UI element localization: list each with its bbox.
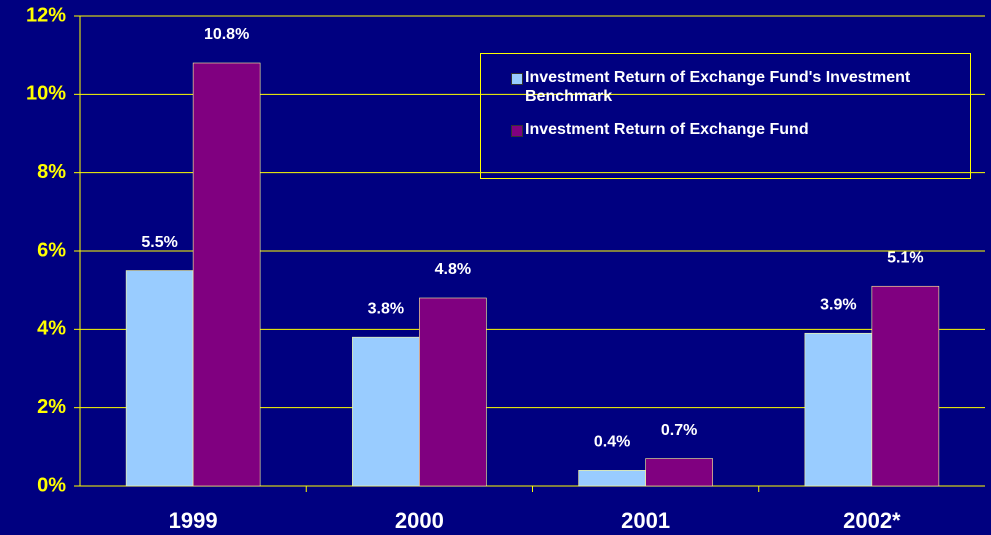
legend-item: Investment Return of Exchange Fund bbox=[511, 120, 945, 139]
x-tick-label: 1999 bbox=[169, 508, 218, 533]
bar bbox=[645, 458, 713, 487]
y-tick-label: 0% bbox=[37, 474, 66, 496]
y-tick-label: 10% bbox=[26, 83, 66, 105]
legend-label: Investment Return of Exchange Fund's Inv… bbox=[525, 69, 911, 105]
y-tick-label: 12% bbox=[26, 4, 66, 26]
y-tick-label: 2% bbox=[37, 396, 66, 418]
value-label: 4.8% bbox=[435, 261, 471, 278]
legend-item: Investment Return of Exchange Fund's Inv… bbox=[511, 68, 945, 106]
bar bbox=[804, 332, 873, 487]
bar bbox=[578, 470, 646, 487]
x-tick-label: 2001 bbox=[621, 508, 670, 533]
y-tick-label: 8% bbox=[37, 161, 66, 183]
bar bbox=[125, 270, 194, 487]
value-label: 3.9% bbox=[820, 296, 856, 313]
x-tick-label: 2000 bbox=[395, 508, 444, 533]
value-label: 0.7% bbox=[661, 422, 697, 439]
y-tick-label: 6% bbox=[37, 239, 66, 261]
legend-swatch bbox=[511, 73, 523, 85]
value-label: 3.8% bbox=[368, 300, 404, 317]
legend: Investment Return of Exchange Fund's Inv… bbox=[480, 53, 971, 179]
value-label: 10.8% bbox=[204, 26, 249, 43]
bar bbox=[871, 285, 940, 487]
value-label: 0.4% bbox=[594, 434, 630, 451]
bar bbox=[352, 336, 420, 487]
legend-swatch bbox=[511, 125, 523, 137]
bar bbox=[419, 297, 487, 487]
x-tick-label: 2002* bbox=[843, 508, 901, 533]
y-tick-label: 4% bbox=[37, 318, 66, 340]
value-label: 5.5% bbox=[141, 234, 177, 251]
value-label: 5.1% bbox=[887, 249, 923, 266]
legend-label: Investment Return of Exchange Fund bbox=[525, 121, 809, 138]
bar bbox=[192, 62, 261, 487]
